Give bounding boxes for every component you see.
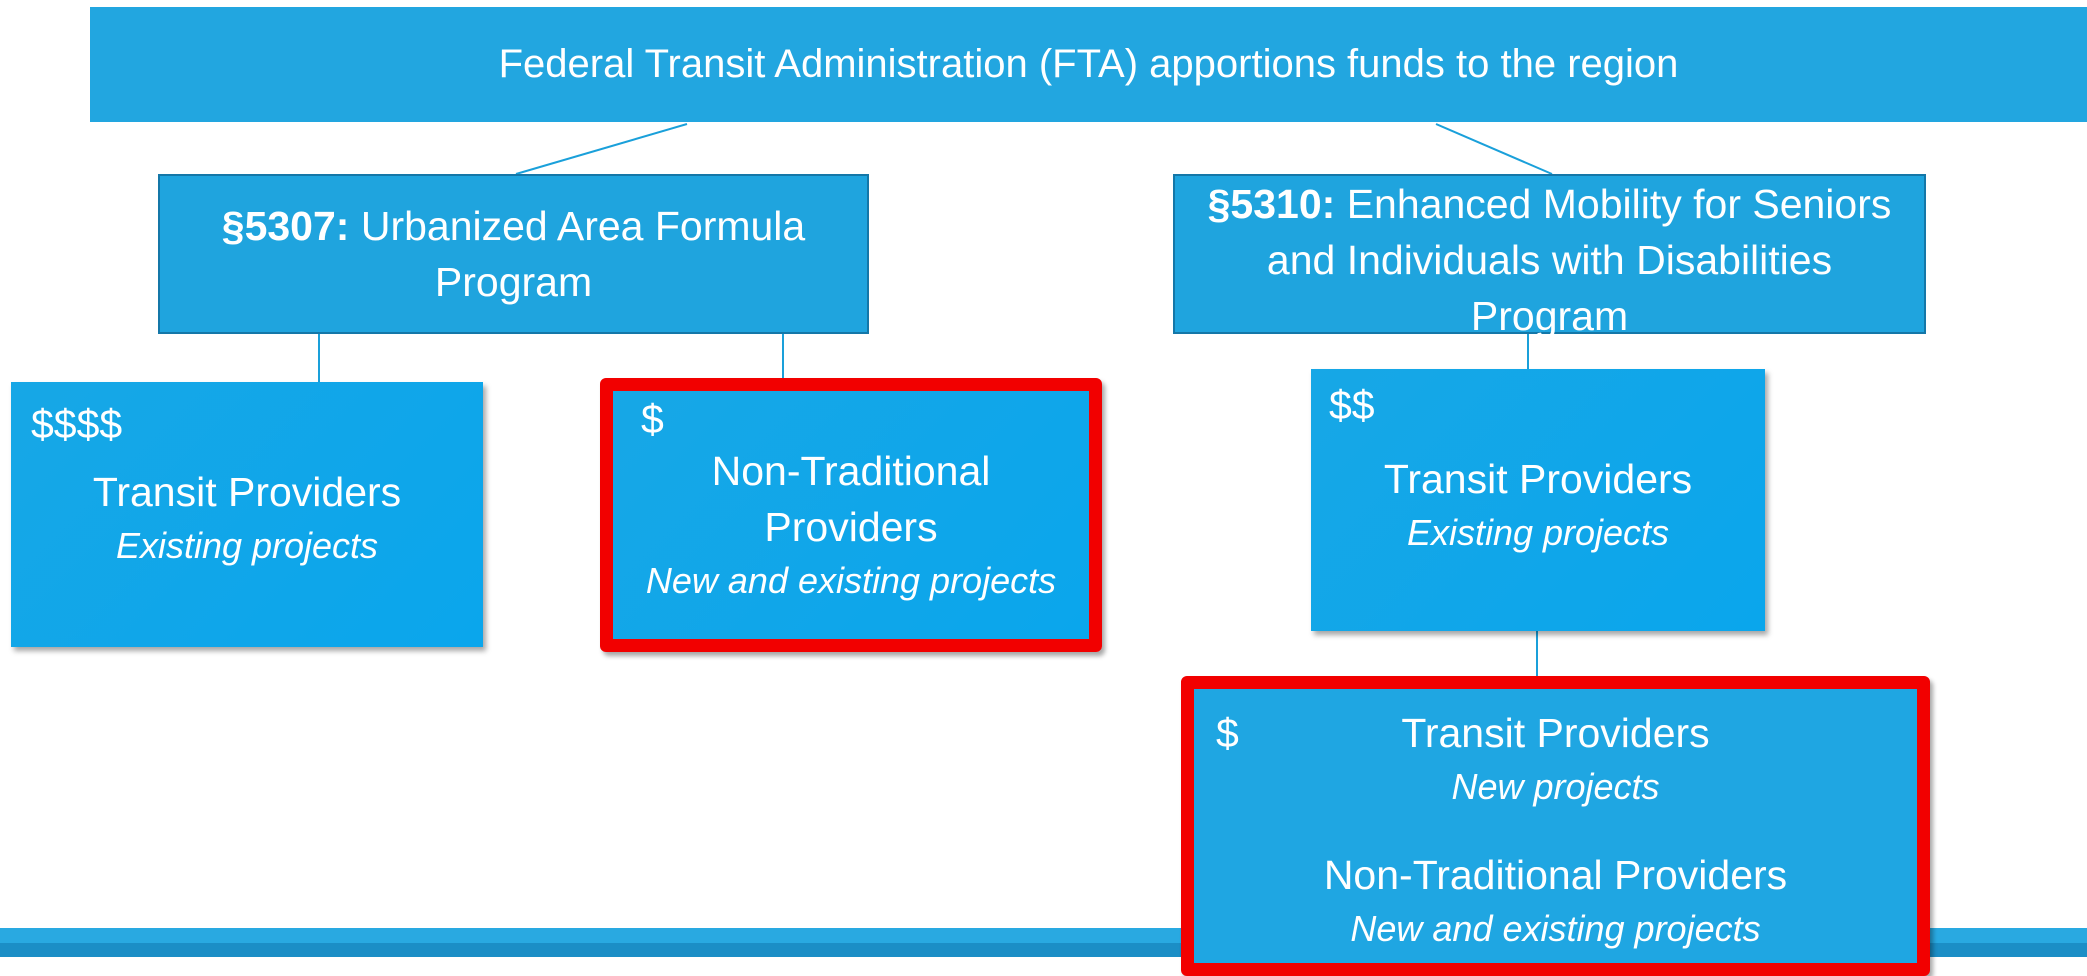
note: New and existing projects [1350,908,1761,949]
note: Existing projects [1406,512,1670,553]
program-title: §5310: Enhanced Mobility for Seniors and… [1205,176,1894,344]
connector [515,123,688,175]
program-name: Enhanced Mobility for Seniors and Indivi… [1266,181,1892,339]
provider: Non-Traditional Providers [711,448,991,550]
note: New and existing projects [645,560,1057,601]
program-title: §5307: Urbanized Area Formula Program [190,198,837,310]
program-code: §5307: [221,203,350,249]
amount: $$ [1329,382,1375,428]
provider: Transit Providers [1383,456,1693,502]
note: Existing projects [115,525,379,566]
banner: Federal Transit Administration (FTA) app… [90,7,2087,122]
program-code: §5310: [1207,181,1336,227]
amount: $ [1216,710,1239,756]
program-name: Urbanized Area Formula Program [360,203,806,305]
provider: Transit Providers [1401,710,1710,756]
banner-text: Federal Transit Administration (FTA) app… [498,42,1679,86]
note: New projects [1451,766,1660,807]
funding-box: $$$$ Transit Providers Existing projects [11,382,483,647]
funding-box: $$ Transit Providers Existing projects [1311,369,1765,631]
amount: $$$$ [31,401,123,447]
program-box: §5310: Enhanced Mobility for Seniors and… [1173,174,1926,339]
connector [1435,123,1553,175]
funding-box: $ Non-Traditional Providers New and exis… [600,378,1102,652]
funding-box: $ Transit Providers New projects Non-Tra… [1181,676,1930,976]
program-box: §5307: Urbanized Area Formula Program [158,174,869,334]
amount: $ [641,396,664,442]
provider: Non-Traditional Providers [1323,852,1788,898]
provider: Transit Providers [92,469,402,515]
